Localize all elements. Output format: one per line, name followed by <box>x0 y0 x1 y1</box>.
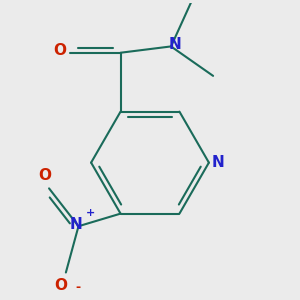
Text: O: O <box>54 278 67 293</box>
Text: N: N <box>70 217 83 232</box>
Text: N: N <box>212 155 224 170</box>
Text: O: O <box>38 168 51 183</box>
Text: +: + <box>85 208 95 218</box>
Text: N: N <box>169 37 182 52</box>
Text: -: - <box>75 281 80 294</box>
Text: O: O <box>53 43 66 58</box>
